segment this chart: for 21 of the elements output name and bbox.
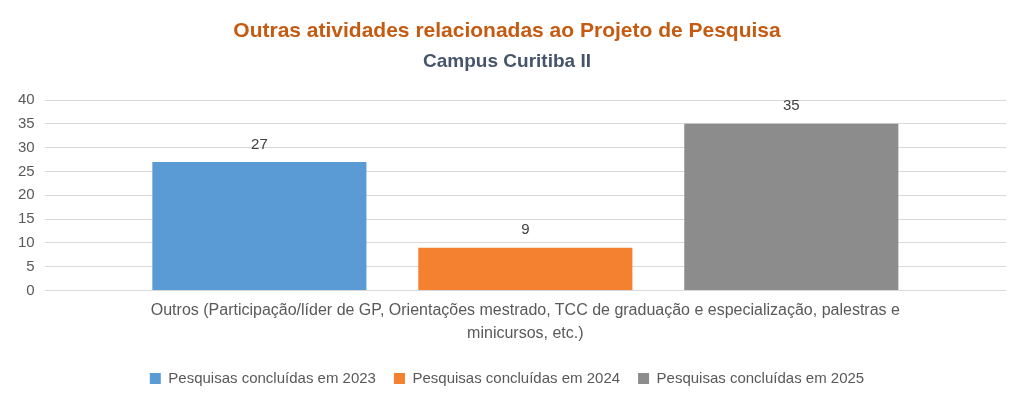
y-tick-label: 20: [18, 185, 35, 203]
bar: [418, 247, 633, 291]
chart-title: Outras atividades relacionadas ao Projeto de Pesquisa: [233, 18, 782, 42]
data-label: 27: [251, 134, 268, 152]
y-tick-label: 5: [26, 256, 35, 274]
y-tick-label: 0: [26, 280, 35, 298]
bar: [684, 123, 899, 291]
legend-label: Pesquisas concluídas em 2025: [656, 368, 865, 386]
y-tick-label: 35: [18, 113, 35, 131]
y-tick-label: 30: [18, 137, 35, 155]
bar: [152, 161, 367, 291]
y-tick-label: 40: [18, 90, 35, 108]
data-label: 35: [782, 96, 800, 114]
y-tick-label: 15: [18, 209, 35, 227]
data-label: 9: [521, 220, 530, 238]
x-tick-label: Outros (Participação/líder de GP, Orientações mestrado, TCC de graduação e especialização, palestras e minicursos, etc.): [150, 300, 901, 341]
legend-label: Pesquisas concluídas em 2023: [168, 368, 376, 386]
chart-subtitle: Campus Curitiba II: [423, 49, 591, 71]
y-tick-label: 25: [18, 161, 35, 179]
legend-label: Pesquisas concluídas em 2024: [412, 368, 621, 386]
y-tick-label: 10: [18, 233, 35, 251]
